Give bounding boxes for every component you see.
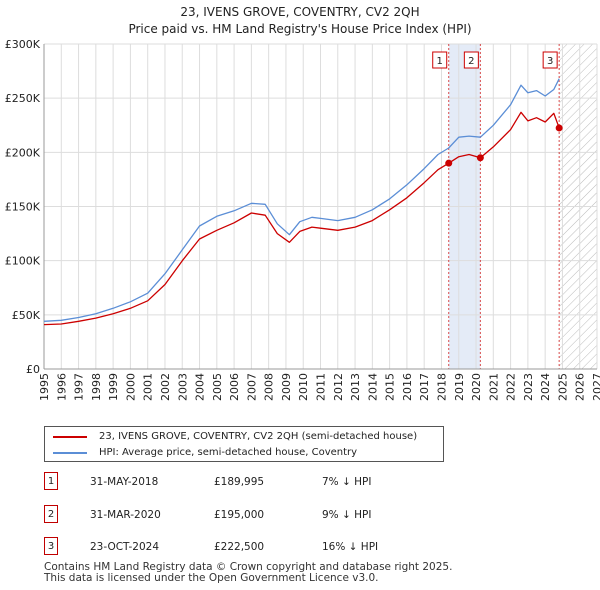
x-tick-label: 1996	[55, 373, 68, 401]
x-tick-label: 2014	[366, 373, 379, 401]
y-tick-label: £250K	[5, 92, 41, 105]
y-tick-label: £50K	[12, 309, 41, 322]
x-tick-label: 2016	[401, 373, 414, 401]
x-tick-label: 2018	[435, 373, 448, 401]
x-tick-label: 2025	[556, 373, 569, 401]
marker-badge	[463, 51, 479, 69]
x-tick-label: 2005	[211, 373, 224, 401]
transaction-price: £222,500	[214, 541, 265, 553]
x-tick-label: 2023	[522, 373, 535, 401]
footer-attribution: Contains HM Land Registry data © Crown c…	[44, 562, 452, 584]
transaction-date: 23-OCT-2024	[90, 541, 159, 553]
transaction-hpi: 9% ↓ HPI	[322, 509, 372, 521]
series-line-hpi	[43, 78, 560, 322]
x-tick-label: 2009	[280, 373, 293, 401]
marker-badge-label: 2	[468, 56, 474, 67]
transaction-price: £189,995	[214, 476, 265, 488]
sale-point	[476, 154, 484, 162]
transaction-badge: 3	[44, 537, 58, 555]
x-tick-label: 2008	[263, 373, 276, 401]
marker-badge	[432, 51, 448, 69]
x-tick-label: 1995	[38, 373, 51, 401]
x-tick-label: 2007	[245, 373, 258, 401]
x-tick-label: 2015	[384, 373, 397, 401]
x-tick-label: 2020	[470, 373, 483, 401]
y-tick-label: £200K	[5, 146, 41, 159]
x-tick-label: 1999	[107, 373, 120, 401]
y-tick-label: £300K	[5, 38, 41, 51]
price-chart: 23, IVENS GROVE, COVENTRY, CV2 2QH Price…	[5, 5, 600, 401]
x-tick-label: 2011	[315, 373, 328, 401]
x-tick-label: 2026	[574, 373, 587, 401]
marker-badge-label: 1	[437, 56, 443, 67]
x-tick-label: 2017	[418, 373, 431, 401]
x-tick-label: 1997	[73, 373, 86, 401]
legend-swatch-red	[53, 436, 87, 438]
footer-line: Contains HM Land Registry data © Crown c…	[44, 561, 453, 573]
x-tick-label: 1998	[90, 373, 103, 401]
chart-title: 23, IVENS GROVE, COVENTRY, CV2 2QH	[180, 5, 419, 19]
x-tick-label: 2004	[194, 373, 207, 401]
x-tick-label: 2002	[159, 373, 172, 401]
x-tick-label: 2024	[539, 373, 552, 401]
y-tick-label: £0	[26, 363, 40, 376]
x-tick-label: 2021	[487, 373, 500, 401]
y-tick-label: £100K	[5, 255, 41, 268]
x-tick-label: 2019	[453, 373, 466, 401]
transaction-badge: 2	[44, 505, 58, 523]
x-tick-label: 2001	[142, 373, 155, 401]
chart-legend: 23, IVENS GROVE, COVENTRY, CV2 2QH (semi…	[44, 426, 444, 462]
transaction-hpi: 16% ↓ HPI	[322, 541, 379, 553]
transaction-date: 31-MAY-2018	[90, 476, 159, 488]
transaction-date: 31-MAR-2020	[90, 509, 161, 521]
x-tick-label: 2000	[124, 373, 137, 401]
legend-item-property: 23, IVENS GROVE, COVENTRY, CV2 2QH (semi…	[45, 429, 443, 445]
x-tick-label: 2022	[505, 373, 518, 401]
marker-badge-label: 3	[547, 56, 553, 67]
series-line-property	[43, 111, 560, 326]
x-tick-label: 2027	[591, 373, 600, 401]
y-tick-label: £150K	[5, 201, 41, 214]
legend-label-hpi: HPI: Average price, semi-detached house,…	[99, 447, 358, 458]
legend-label-property: 23, IVENS GROVE, COVENTRY, CV2 2QH (semi…	[99, 431, 418, 442]
chart-subtitle: Price paid vs. HM Land Registry's House …	[128, 22, 471, 36]
transaction-badge: 1	[44, 472, 58, 490]
sale-point	[555, 124, 563, 132]
marker-badge	[542, 51, 558, 69]
legend-swatch-blue	[53, 452, 87, 454]
footer-line: This data is licensed under the Open Gov…	[44, 572, 379, 584]
x-tick-label: 2010	[297, 373, 310, 401]
legend-item-hpi: HPI: Average price, semi-detached house,…	[45, 445, 443, 461]
x-tick-label: 2003	[176, 373, 189, 401]
sale-point	[445, 159, 453, 167]
x-tick-label: 2006	[228, 373, 241, 401]
transaction-price: £195,000	[214, 509, 265, 521]
transaction-hpi: 7% ↓ HPI	[322, 476, 372, 488]
x-tick-label: 2012	[332, 373, 345, 401]
x-tick-label: 2013	[349, 373, 362, 401]
